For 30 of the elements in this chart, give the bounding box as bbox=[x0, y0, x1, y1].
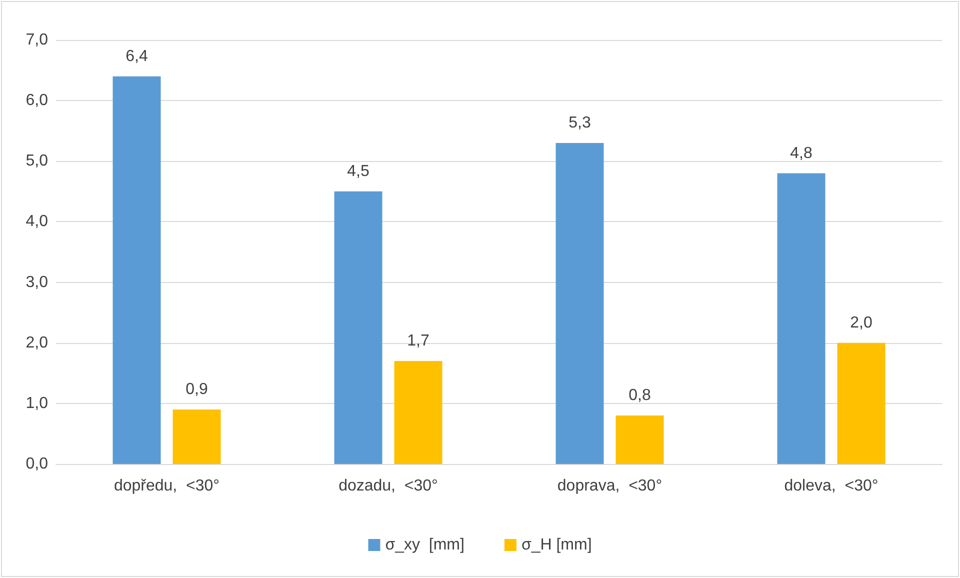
y-tick-label: 7,0 bbox=[26, 32, 48, 48]
bar bbox=[112, 76, 161, 464]
data-label: 5,3 bbox=[568, 114, 591, 132]
data-label: 0,9 bbox=[186, 380, 208, 398]
data-label: 4,8 bbox=[790, 144, 812, 162]
bar bbox=[837, 342, 886, 464]
x-tick-label: doleva, <30° bbox=[784, 478, 878, 494]
y-tick-label: 4,0 bbox=[26, 213, 48, 230]
bar bbox=[777, 173, 826, 464]
data-label: 4,5 bbox=[347, 162, 370, 180]
bar bbox=[556, 142, 604, 464]
y-tick-label: 5,0 bbox=[26, 152, 48, 170]
y-tick-label: 0,0 bbox=[26, 456, 48, 472]
y-tick-label: 2,0 bbox=[26, 334, 48, 352]
bar bbox=[334, 191, 382, 464]
x-tick-label: dozadu, <30° bbox=[338, 478, 438, 494]
data-label: 1,7 bbox=[407, 332, 430, 350]
y-tick-label: 3,0 bbox=[26, 274, 48, 291]
y-tick-label: 1,0 bbox=[26, 394, 48, 412]
bar bbox=[616, 416, 664, 464]
data-label: 0,8 bbox=[628, 387, 651, 404]
x-tick-label: dopředu, <30° bbox=[114, 478, 220, 494]
legend-label: σ_xy [mm] bbox=[385, 536, 464, 554]
x-tick-label: doprava, <30° bbox=[557, 478, 662, 494]
data-label: 6,4 bbox=[126, 48, 148, 65]
bar bbox=[394, 361, 442, 464]
bar bbox=[172, 409, 221, 464]
data-label: 2,0 bbox=[850, 314, 872, 332]
legend-label: σ_H [mm] bbox=[521, 536, 592, 554]
y-tick-label: 6,0 bbox=[26, 92, 48, 110]
